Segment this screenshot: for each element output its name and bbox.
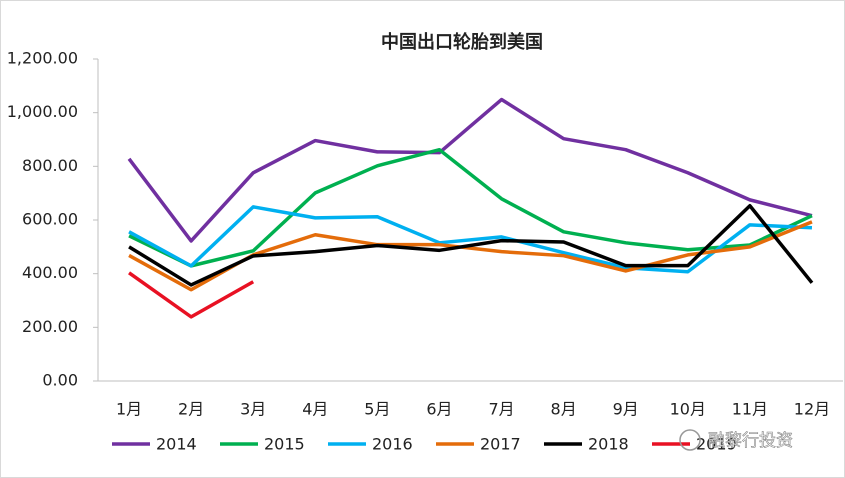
y-tick-label: 800.00 — [22, 156, 78, 175]
watermark-icon — [679, 429, 701, 451]
legend-label: 2016 — [372, 435, 413, 454]
x-tick-label: 10月 — [670, 400, 706, 419]
x-tick-label: 11月 — [732, 400, 768, 419]
watermark: 融黎行投资 — [708, 431, 793, 451]
x-tick-label: 9月 — [613, 400, 639, 419]
legend-label: 2018 — [588, 435, 629, 454]
y-tick-label: 600.00 — [22, 210, 78, 229]
x-tick-label: 6月 — [426, 400, 452, 419]
x-tick-label: 3月 — [240, 400, 266, 419]
y-tick-label: 0.00 — [42, 371, 78, 390]
y-tick-label: 400.00 — [22, 263, 78, 282]
series-line — [128, 204, 814, 287]
x-tick-label: 8月 — [551, 400, 577, 419]
x-tick-label: 2月 — [178, 400, 204, 419]
x-tick-label: 1月 — [116, 400, 142, 419]
legend-label: 2017 — [480, 435, 521, 454]
legend-label: 2014 — [156, 435, 197, 454]
chart-title: 中国出口轮胎到美国 — [381, 31, 543, 53]
x-tick-label: 5月 — [364, 400, 390, 419]
x-tick-label: 12月 — [794, 400, 830, 419]
series-line — [128, 205, 813, 274]
series-line — [127, 97, 813, 243]
x-tick-label: 7月 — [488, 400, 514, 419]
y-tick-label: 200.00 — [22, 317, 78, 336]
y-tick-label: 1,200.00 — [7, 49, 78, 68]
x-tick-label: 4月 — [302, 400, 328, 419]
legend-label: 2015 — [264, 435, 305, 454]
legend-label: 2019 — [696, 435, 737, 454]
series-line — [128, 271, 255, 319]
series-line — [128, 147, 813, 268]
y-tick-label: 1,000.00 — [7, 102, 78, 121]
